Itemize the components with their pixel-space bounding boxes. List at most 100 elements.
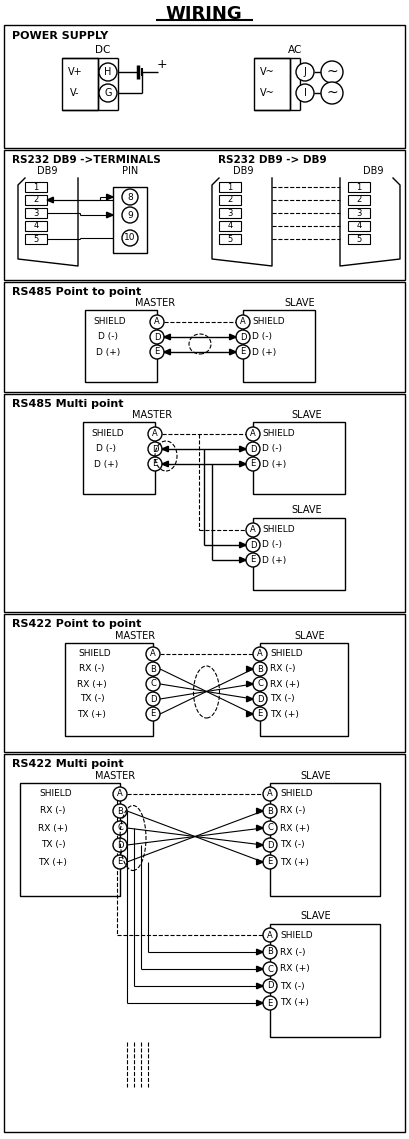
Text: B: B [117, 806, 123, 816]
Text: WIRING: WIRING [166, 5, 243, 23]
Circle shape [253, 647, 267, 661]
Polygon shape [247, 696, 253, 702]
Circle shape [236, 316, 250, 329]
Text: A: A [240, 318, 246, 327]
Circle shape [246, 538, 260, 552]
Text: V+: V+ [67, 67, 82, 77]
Text: DB9: DB9 [233, 166, 253, 177]
Text: D: D [267, 841, 273, 850]
Bar [219, 182, 241, 192]
Circle shape [113, 787, 127, 801]
Text: A: A [150, 649, 156, 658]
Circle shape [253, 677, 267, 691]
Text: J: J [303, 67, 306, 77]
Text: RX (+): RX (+) [280, 823, 310, 833]
Text: RX (-): RX (-) [79, 664, 105, 673]
Text: A: A [152, 429, 158, 439]
Circle shape [122, 189, 138, 205]
Text: D (-): D (-) [96, 444, 116, 453]
Text: RX (+): RX (+) [38, 823, 68, 833]
Polygon shape [256, 859, 263, 865]
Circle shape [113, 855, 127, 869]
Text: C: C [150, 680, 156, 688]
Bar [253, 423, 345, 494]
Text: D: D [152, 444, 158, 453]
Text: DC: DC [95, 46, 111, 55]
Text: D (+): D (+) [96, 347, 120, 357]
Text: I: I [303, 88, 306, 98]
Bar [260, 644, 348, 736]
Text: A: A [267, 789, 273, 798]
Text: 5: 5 [34, 235, 38, 244]
Polygon shape [240, 542, 246, 548]
Text: E: E [154, 347, 160, 357]
Polygon shape [107, 212, 113, 218]
Text: MASTER: MASTER [95, 771, 135, 781]
Circle shape [253, 693, 267, 706]
Text: A: A [250, 525, 256, 534]
Bar [25, 208, 47, 218]
Polygon shape [229, 350, 236, 355]
Polygon shape [256, 966, 263, 972]
Polygon shape [256, 825, 263, 830]
Circle shape [146, 693, 160, 706]
Polygon shape [162, 461, 169, 467]
Bar [270, 924, 380, 1036]
Circle shape [296, 63, 314, 81]
Circle shape [263, 804, 277, 818]
Text: D: D [257, 695, 263, 704]
Bar [113, 187, 147, 253]
Text: E: E [153, 459, 157, 468]
Text: POWER SUPPLY: POWER SUPPLY [12, 31, 108, 41]
Text: E: E [250, 459, 256, 468]
Text: 10: 10 [124, 233, 136, 243]
Circle shape [246, 442, 260, 456]
Circle shape [246, 427, 260, 441]
Circle shape [246, 523, 260, 536]
Text: SLAVE: SLAVE [292, 410, 322, 420]
Text: RX (-): RX (-) [270, 664, 295, 673]
Bar [4, 150, 405, 280]
Text: B: B [267, 806, 273, 816]
Text: RX (+): RX (+) [280, 965, 310, 974]
Text: 2: 2 [227, 196, 233, 205]
Text: RX (-): RX (-) [280, 806, 306, 816]
Text: E: E [151, 710, 156, 719]
Bar [219, 221, 241, 231]
Text: SLAVE: SLAVE [295, 631, 325, 641]
Circle shape [99, 84, 117, 103]
Bar [4, 754, 405, 1132]
Circle shape [321, 82, 343, 104]
Circle shape [122, 230, 138, 246]
Circle shape [113, 804, 127, 818]
Text: RS232 DB9 -> DB9: RS232 DB9 -> DB9 [218, 155, 327, 165]
Polygon shape [247, 681, 253, 687]
Polygon shape [256, 949, 263, 954]
Text: E: E [257, 710, 263, 719]
Text: D: D [150, 695, 156, 704]
Circle shape [150, 330, 164, 344]
Text: E: E [240, 347, 246, 357]
Bar [25, 182, 47, 192]
Text: 8: 8 [127, 192, 133, 202]
Text: E: E [267, 858, 273, 867]
Circle shape [146, 662, 160, 677]
Circle shape [263, 945, 277, 959]
Bar [25, 221, 47, 231]
Text: B: B [267, 948, 273, 957]
Text: TX (+): TX (+) [280, 999, 309, 1008]
Text: D (-): D (-) [98, 333, 118, 342]
Circle shape [113, 821, 127, 835]
Text: E: E [250, 556, 256, 565]
Polygon shape [162, 446, 169, 452]
Text: 2: 2 [34, 196, 38, 205]
Bar [4, 614, 405, 752]
Bar [219, 195, 241, 205]
Text: D: D [267, 982, 273, 991]
Text: 3: 3 [356, 208, 362, 218]
Text: D (+): D (+) [262, 459, 286, 468]
Text: TX (+): TX (+) [270, 710, 299, 719]
Polygon shape [47, 197, 54, 203]
Bar [85, 310, 157, 382]
Text: D (+): D (+) [262, 556, 286, 565]
